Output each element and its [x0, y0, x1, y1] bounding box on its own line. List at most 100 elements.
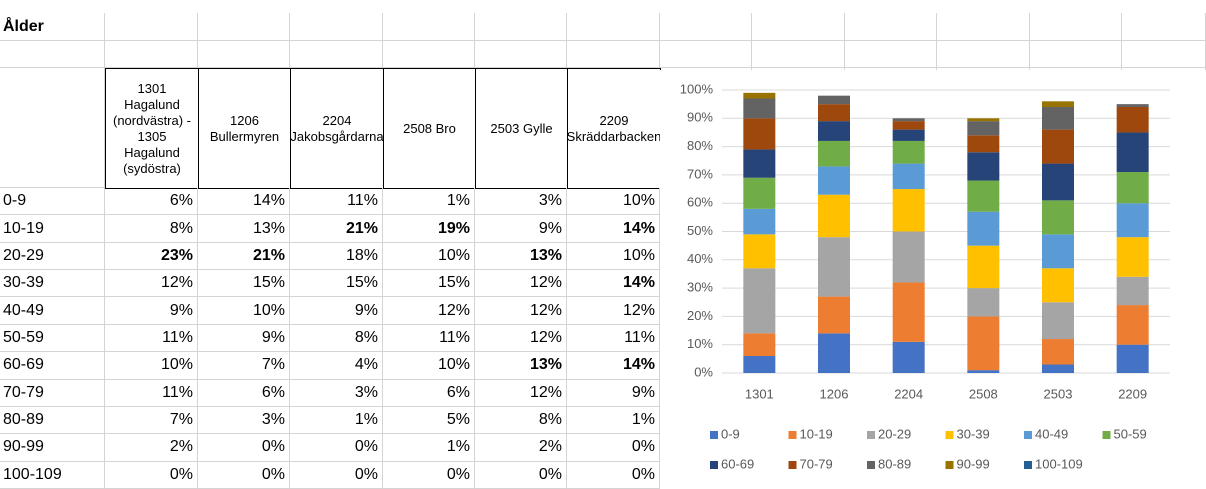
data-cell: 15% — [198, 270, 290, 298]
data-cell: 21% — [198, 242, 290, 271]
data-cell: 6% — [383, 379, 475, 407]
row-label: 0-9 — [0, 188, 105, 216]
bar-segment — [743, 149, 776, 178]
bar-segment — [743, 92, 776, 99]
column-header: 2204 Jakobsgårdarna — [290, 68, 384, 189]
bar-segment — [1042, 268, 1074, 303]
y-tick-label: 40% — [687, 251, 713, 266]
x-tick-label: 2204 — [894, 386, 923, 401]
empty-cell — [0, 68, 105, 188]
bar-segment — [818, 166, 850, 195]
data-cell: 8% — [105, 215, 198, 243]
row-label: 70-79 — [0, 379, 105, 407]
row-label: 10-19 — [0, 215, 105, 243]
bar-segment — [818, 95, 850, 105]
column-header: 1301 Hagalund (nordvästra) - 1305 Hagalu… — [105, 68, 199, 189]
sheet-title: Ålder — [0, 13, 105, 41]
data-cell: 13% — [475, 352, 567, 380]
legend-label: 10-19 — [800, 426, 833, 441]
bar-segment — [892, 163, 925, 190]
data-cell: 12% — [383, 297, 475, 325]
bar-segment — [743, 118, 776, 150]
x-tick-label: 2503 — [1044, 386, 1073, 401]
legend-label: 90-99 — [957, 456, 990, 471]
bar-segment — [892, 140, 925, 164]
data-cell: 9% — [105, 297, 198, 325]
bar-segment — [1116, 104, 1149, 107]
empty-cell — [383, 41, 475, 68]
data-cell: 19% — [383, 215, 475, 243]
row-label: 90-99 — [0, 434, 105, 462]
y-tick-label: 10% — [687, 336, 713, 351]
data-cell: 1% — [567, 406, 660, 435]
bar-segment — [1116, 344, 1149, 373]
empty-cell — [660, 41, 752, 68]
empty-cell — [383, 13, 475, 41]
data-cell: 12% — [105, 270, 198, 298]
data-cell: 9% — [475, 215, 567, 243]
bar-segment — [1042, 302, 1074, 340]
row-label: 20-29 — [0, 242, 105, 271]
bar-segment — [743, 98, 776, 119]
bar-segment — [892, 118, 925, 122]
data-cell: 13% — [475, 242, 567, 271]
y-tick-label: 30% — [687, 280, 713, 295]
data-cell: 2% — [475, 434, 567, 462]
data-cell: 8% — [475, 406, 567, 435]
data-cell: 10% — [383, 352, 475, 380]
bar-segment — [818, 194, 850, 238]
row-label: 30-39 — [0, 270, 105, 298]
bar-segment — [1116, 172, 1149, 204]
bar-segment — [1042, 101, 1074, 107]
bar-segment — [1116, 203, 1149, 238]
empty-cell — [567, 13, 660, 41]
data-cell: 7% — [198, 352, 290, 380]
data-cell: 14% — [567, 352, 660, 380]
data-cell: 18% — [290, 242, 383, 271]
bar-segment — [1042, 106, 1074, 130]
bar-segment — [967, 370, 1000, 373]
data-cell: 0% — [383, 461, 475, 489]
data-cell: 3% — [290, 379, 383, 407]
data-cell: 8% — [290, 324, 383, 353]
y-tick-label: 90% — [687, 110, 713, 125]
legend-label: 100-109 — [1035, 456, 1083, 471]
legend-swatch — [945, 431, 954, 439]
data-cell: 10% — [567, 188, 660, 216]
data-cell: 10% — [383, 242, 475, 271]
bar-segment — [1116, 305, 1149, 345]
data-cell: 0% — [290, 461, 383, 489]
bar-segment — [818, 140, 850, 167]
data-cell: 10% — [105, 352, 198, 380]
data-cell: 12% — [475, 379, 567, 407]
bar-segment — [1042, 163, 1074, 201]
data-cell: 9% — [290, 297, 383, 325]
empty-cell — [290, 13, 383, 41]
data-cell: 12% — [475, 297, 567, 325]
data-cell: 23% — [105, 242, 198, 271]
data-cell: 0% — [105, 461, 198, 489]
bar-segment — [1042, 234, 1074, 269]
y-tick-label: 100% — [680, 81, 714, 96]
data-cell: 14% — [198, 188, 290, 216]
legend-swatch — [867, 461, 875, 469]
row-label: 80-89 — [0, 406, 105, 435]
row-label: 100-109 — [0, 461, 105, 489]
column-header: 1206 Bullermyren — [198, 68, 291, 189]
data-cell: 11% — [290, 188, 383, 216]
y-tick-label: 0% — [694, 364, 713, 379]
data-cell: 11% — [567, 324, 660, 353]
data-cell: 0% — [198, 461, 290, 489]
empty-cell — [198, 41, 290, 68]
empty-cell — [752, 41, 845, 68]
bar-segment — [967, 135, 1000, 153]
empty-cell — [752, 13, 845, 41]
bar-segment — [818, 121, 850, 141]
data-cell: 11% — [105, 379, 198, 407]
empty-cell — [105, 13, 198, 41]
legend-swatch — [1024, 461, 1032, 469]
bar-segment — [892, 129, 925, 141]
data-cell: 2% — [105, 434, 198, 462]
y-tick-label: 50% — [687, 223, 713, 238]
data-cell: 1% — [290, 406, 383, 435]
